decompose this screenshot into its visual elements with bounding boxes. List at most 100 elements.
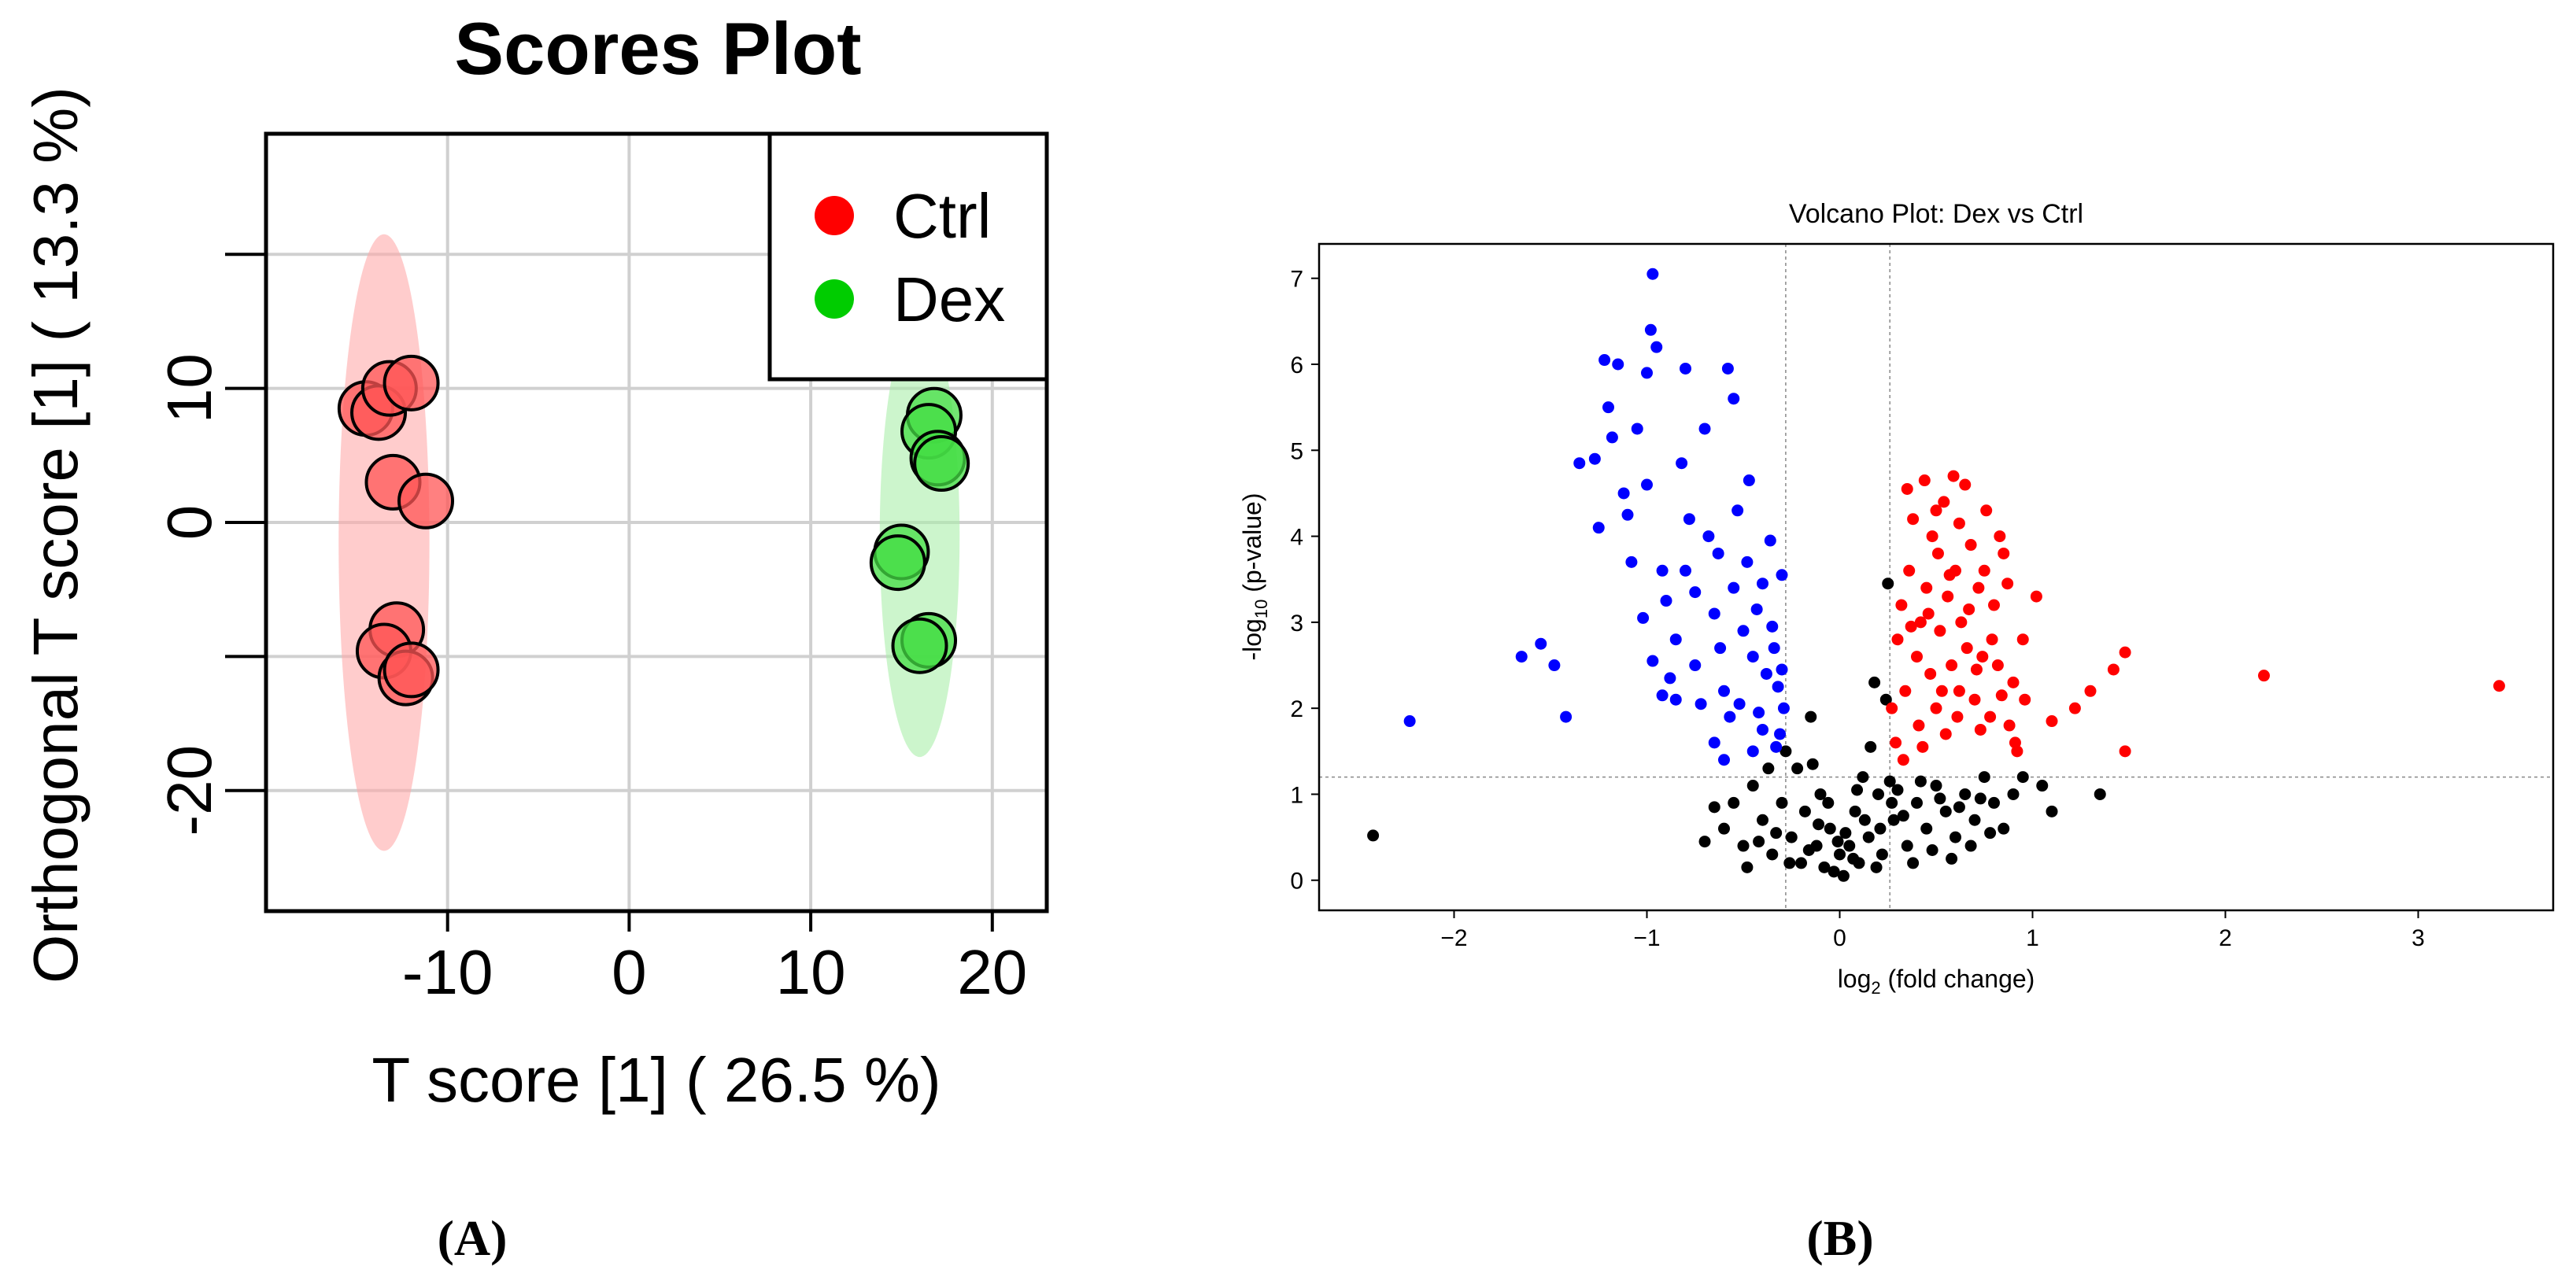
volcano-point-up-regulated: [1935, 685, 1948, 697]
volcano-point-not-significant: [1946, 852, 1958, 865]
volcano-point-not-significant: [1834, 848, 1846, 861]
volcano-point-down-regulated: [1712, 547, 1724, 559]
volcano-point-up-regulated: [2019, 693, 2031, 706]
volcano-point-not-significant: [1783, 857, 1796, 869]
volcano-point-down-regulated: [1737, 625, 1750, 637]
volcano-point-not-significant: [1770, 827, 1783, 840]
volcano-point-up-regulated: [1988, 599, 2000, 611]
volcano-point-down-regulated: [1548, 659, 1561, 672]
volcano-point-not-significant: [1762, 762, 1775, 775]
scores-plot-y-label: Orthogonal T score [1] ( 13.3 %): [20, 87, 91, 984]
volcano-point-not-significant: [1814, 788, 1827, 800]
volcano-point-not-significant: [1883, 775, 1896, 788]
volcano-point-down-regulated: [1644, 323, 1657, 336]
volcano-point-not-significant: [1802, 843, 1815, 856]
volcano-point-not-significant: [1795, 857, 1807, 869]
volcano-point-not-significant: [1851, 784, 1864, 796]
volcano-point-down-regulated: [1646, 655, 1659, 667]
volcano-point-up-regulated: [1959, 478, 1972, 491]
scores-plot-legend: Ctrl Dex: [767, 131, 1049, 382]
volcano-point-down-regulated: [1774, 728, 1787, 740]
volcano-plot-panel: Volcano Plot: Dex vs Ctrl −2 −1 0 1 2 3 0 1 2 3 4…: [1238, 199, 2555, 998]
volcano-point-not-significant: [1920, 822, 1933, 835]
volcano-point-up-regulated: [1934, 625, 1946, 637]
volcano-point-not-significant: [1870, 861, 1883, 873]
volcano-x-axis: −2 −1 0 1 2 3: [1440, 910, 2425, 951]
volcano-point-not-significant: [1984, 827, 1997, 840]
volcano-point-not-significant: [1776, 796, 1788, 809]
volcano-point-down-regulated: [1746, 745, 1759, 758]
volcano-point-down-regulated: [1732, 504, 1744, 517]
volcano-point-up-regulated: [1980, 504, 1993, 517]
volcano-point-up-regulated: [1984, 710, 1997, 723]
volcano-point-up-regulated: [1946, 659, 1958, 672]
volcano-y-tick-label: 1: [1290, 782, 1303, 808]
volcano-y-tick-label: 7: [1290, 267, 1303, 293]
x-tick-label: 0: [612, 937, 647, 1007]
volcano-point-down-regulated: [1777, 702, 1790, 714]
volcano-point-down-regulated: [1641, 367, 1653, 379]
volcano-point-up-regulated: [2016, 633, 2029, 646]
volcano-point-up-regulated: [2258, 670, 2270, 682]
volcano-point-down-regulated: [1680, 362, 1691, 375]
volcano-point-down-regulated: [1708, 736, 1720, 749]
volcano-point-down-regulated: [1606, 431, 1618, 444]
volcano-point-not-significant: [1868, 676, 1881, 688]
volcano-point-not-significant: [1857, 771, 1869, 784]
panel-label-b: (B): [1806, 1210, 1873, 1266]
x-tick-label: -10: [402, 937, 493, 1007]
volcano-x-tick-label: −1: [1633, 925, 1660, 951]
volcano-point-up-regulated: [1890, 736, 1902, 749]
volcano-point-up-regulated: [1918, 474, 1931, 487]
volcano-point-not-significant: [1843, 840, 1856, 852]
volcano-point-not-significant: [2094, 788, 2106, 800]
legend-dex-marker: [815, 279, 854, 319]
volcano-point-down-regulated: [1637, 611, 1650, 624]
legend-box: [767, 131, 1049, 382]
volcano-point-down-regulated: [1656, 564, 1669, 577]
volcano-point-not-significant: [1718, 822, 1730, 835]
volcano-point-not-significant: [1858, 814, 1871, 826]
volcano-point-down-regulated: [1676, 457, 1688, 470]
volcano-point-down-regulated: [1695, 698, 1707, 710]
volcano-point-down-regulated: [1560, 710, 1573, 723]
volcano-x-tick-label: −2: [1440, 925, 1467, 951]
volcano-point-not-significant: [1964, 840, 1977, 852]
volcano-point-not-significant: [1968, 814, 1981, 826]
legend-ctrl-marker: [815, 196, 854, 235]
volcano-point-up-regulated: [1911, 651, 1923, 663]
volcano-point-not-significant: [1950, 831, 1961, 843]
volcano-point-not-significant: [1766, 848, 1779, 861]
volcano-point-up-regulated: [1995, 689, 2008, 702]
volcano-point-not-significant: [1959, 788, 1972, 800]
volcano-point-down-regulated: [1741, 555, 1754, 568]
volcano-x-tick-label: 2: [2219, 925, 2232, 951]
scores-plot-panel: Scores Plot -10 0 10 20 -20 0 10 T score [1] …: [20, 7, 1049, 1115]
volcano-point-not-significant: [1874, 822, 1887, 835]
volcano-point-up-regulated: [1947, 470, 1960, 482]
volcano-point-not-significant: [1757, 814, 1768, 826]
volcano-point-not-significant: [1806, 758, 1819, 770]
volcano-point-up-regulated: [1930, 504, 1942, 517]
volcano-point-not-significant: [1914, 775, 1927, 788]
scores-plot-y-axis: -20 0 10: [154, 253, 266, 836]
volcano-point-up-regulated: [2007, 676, 2020, 688]
volcano-point-down-regulated: [1708, 607, 1720, 620]
volcano-point-down-regulated: [1753, 707, 1765, 719]
volcano-x-tick-label: 1: [2026, 925, 2039, 951]
volcano-point-up-regulated: [1943, 569, 1956, 581]
volcano-point-down-regulated: [1656, 689, 1669, 702]
volcano-x-label: log2 (fold change): [1838, 965, 2035, 998]
volcano-point-not-significant: [1367, 829, 1380, 842]
volcano-point-not-significant: [1879, 693, 1892, 706]
volcano-point-not-significant: [1897, 810, 1909, 822]
volcano-point-up-regulated: [1916, 740, 1929, 753]
volcano-point-not-significant: [1882, 578, 1894, 590]
volcano-point-down-regulated: [1641, 478, 1653, 491]
volcano-plot-frame: [1318, 242, 2555, 912]
volcano-point-down-regulated: [1602, 401, 1614, 414]
volcano-point-not-significant: [1785, 831, 1798, 843]
volcano-point-down-regulated: [1746, 651, 1759, 663]
legend-ctrl-label: Ctrl: [893, 181, 991, 251]
volcano-point-up-regulated: [1905, 620, 1917, 633]
